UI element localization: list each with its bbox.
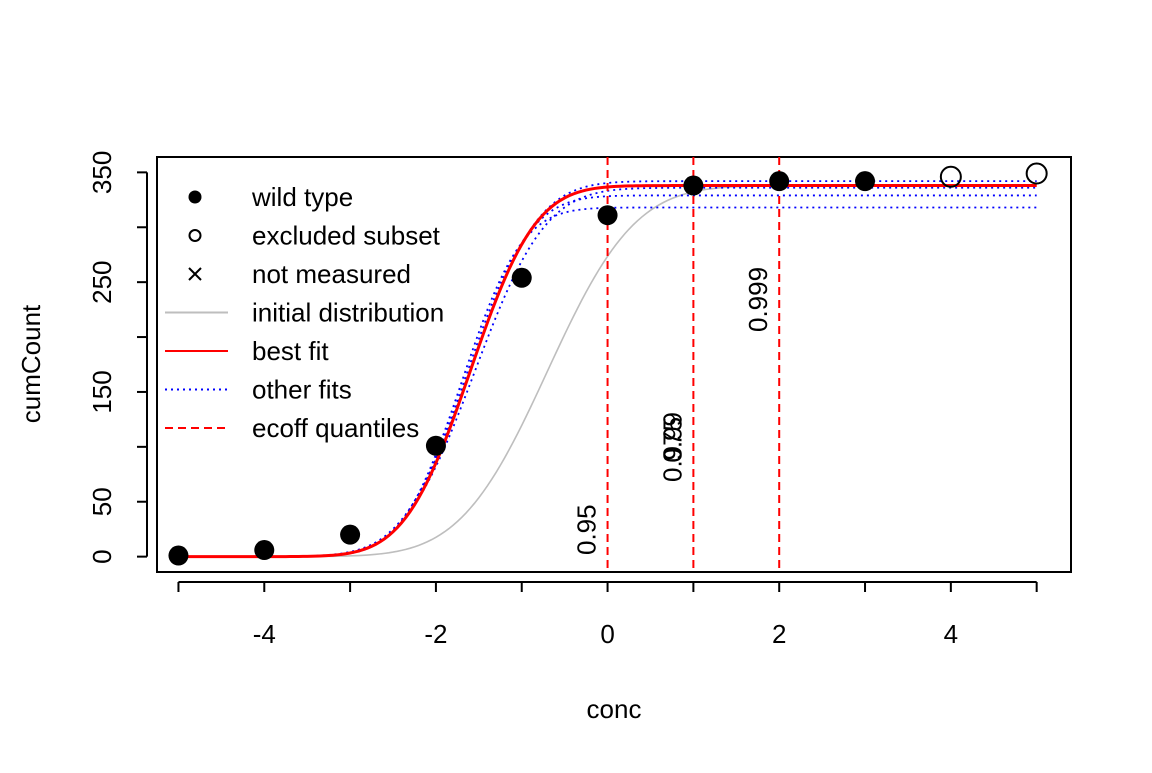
wild-type-point [254, 540, 275, 561]
y-tick-label: 150 [87, 370, 117, 413]
wild-type-point [855, 171, 876, 192]
points-layer [168, 162, 1048, 566]
excluded-subset-point [939, 165, 962, 188]
x-tick-label: 4 [944, 619, 958, 649]
axes-layer: -4 -2 0 2 4 0 50 150 250 350 [87, 151, 1038, 649]
wild-type-point [511, 267, 532, 288]
wild-type-point [425, 435, 446, 456]
legend-label: best fit [252, 336, 329, 366]
legend-label: excluded subset [252, 221, 441, 251]
quantile-label: 0.95 [572, 504, 602, 555]
y-tick-label: 350 [87, 151, 117, 194]
quantile-label: 0.975 [657, 417, 687, 482]
legend-label: wild type [251, 182, 353, 212]
wild-type-point [683, 175, 704, 196]
wild-type-point [769, 171, 790, 192]
wild-type-point [340, 524, 361, 545]
y-tick-label: 250 [87, 260, 117, 303]
legend-label: initial distribution [252, 298, 444, 328]
x-axis-title: conc [587, 694, 642, 724]
legend-label: ecoff quantiles [252, 413, 419, 443]
wild-type-point [168, 545, 189, 566]
x-tick-label: -2 [424, 619, 447, 649]
legend: wild type excluded subset not measured init… [165, 182, 444, 443]
plot-frame [156, 156, 1072, 573]
wild-type-point [597, 205, 618, 226]
y-tick-label: 50 [87, 487, 117, 516]
legend-circle-symbol [188, 229, 202, 242]
legend-cross-symbol [188, 267, 202, 281]
legend-dot-symbol [188, 190, 202, 204]
y-tick-label: 0 [87, 549, 117, 563]
x-tick-label: -4 [253, 619, 276, 649]
quantile-label: 0.999 [743, 267, 773, 332]
quantile-label: 0.99 [657, 412, 687, 463]
x-tick-label: 0 [600, 619, 614, 649]
excluded-subset-point [1025, 162, 1048, 185]
legend-label: not measured [252, 259, 411, 289]
y-axis-title: cumCount [16, 304, 46, 423]
legend-label: other fits [252, 375, 352, 405]
x-tick-label: 2 [772, 619, 786, 649]
